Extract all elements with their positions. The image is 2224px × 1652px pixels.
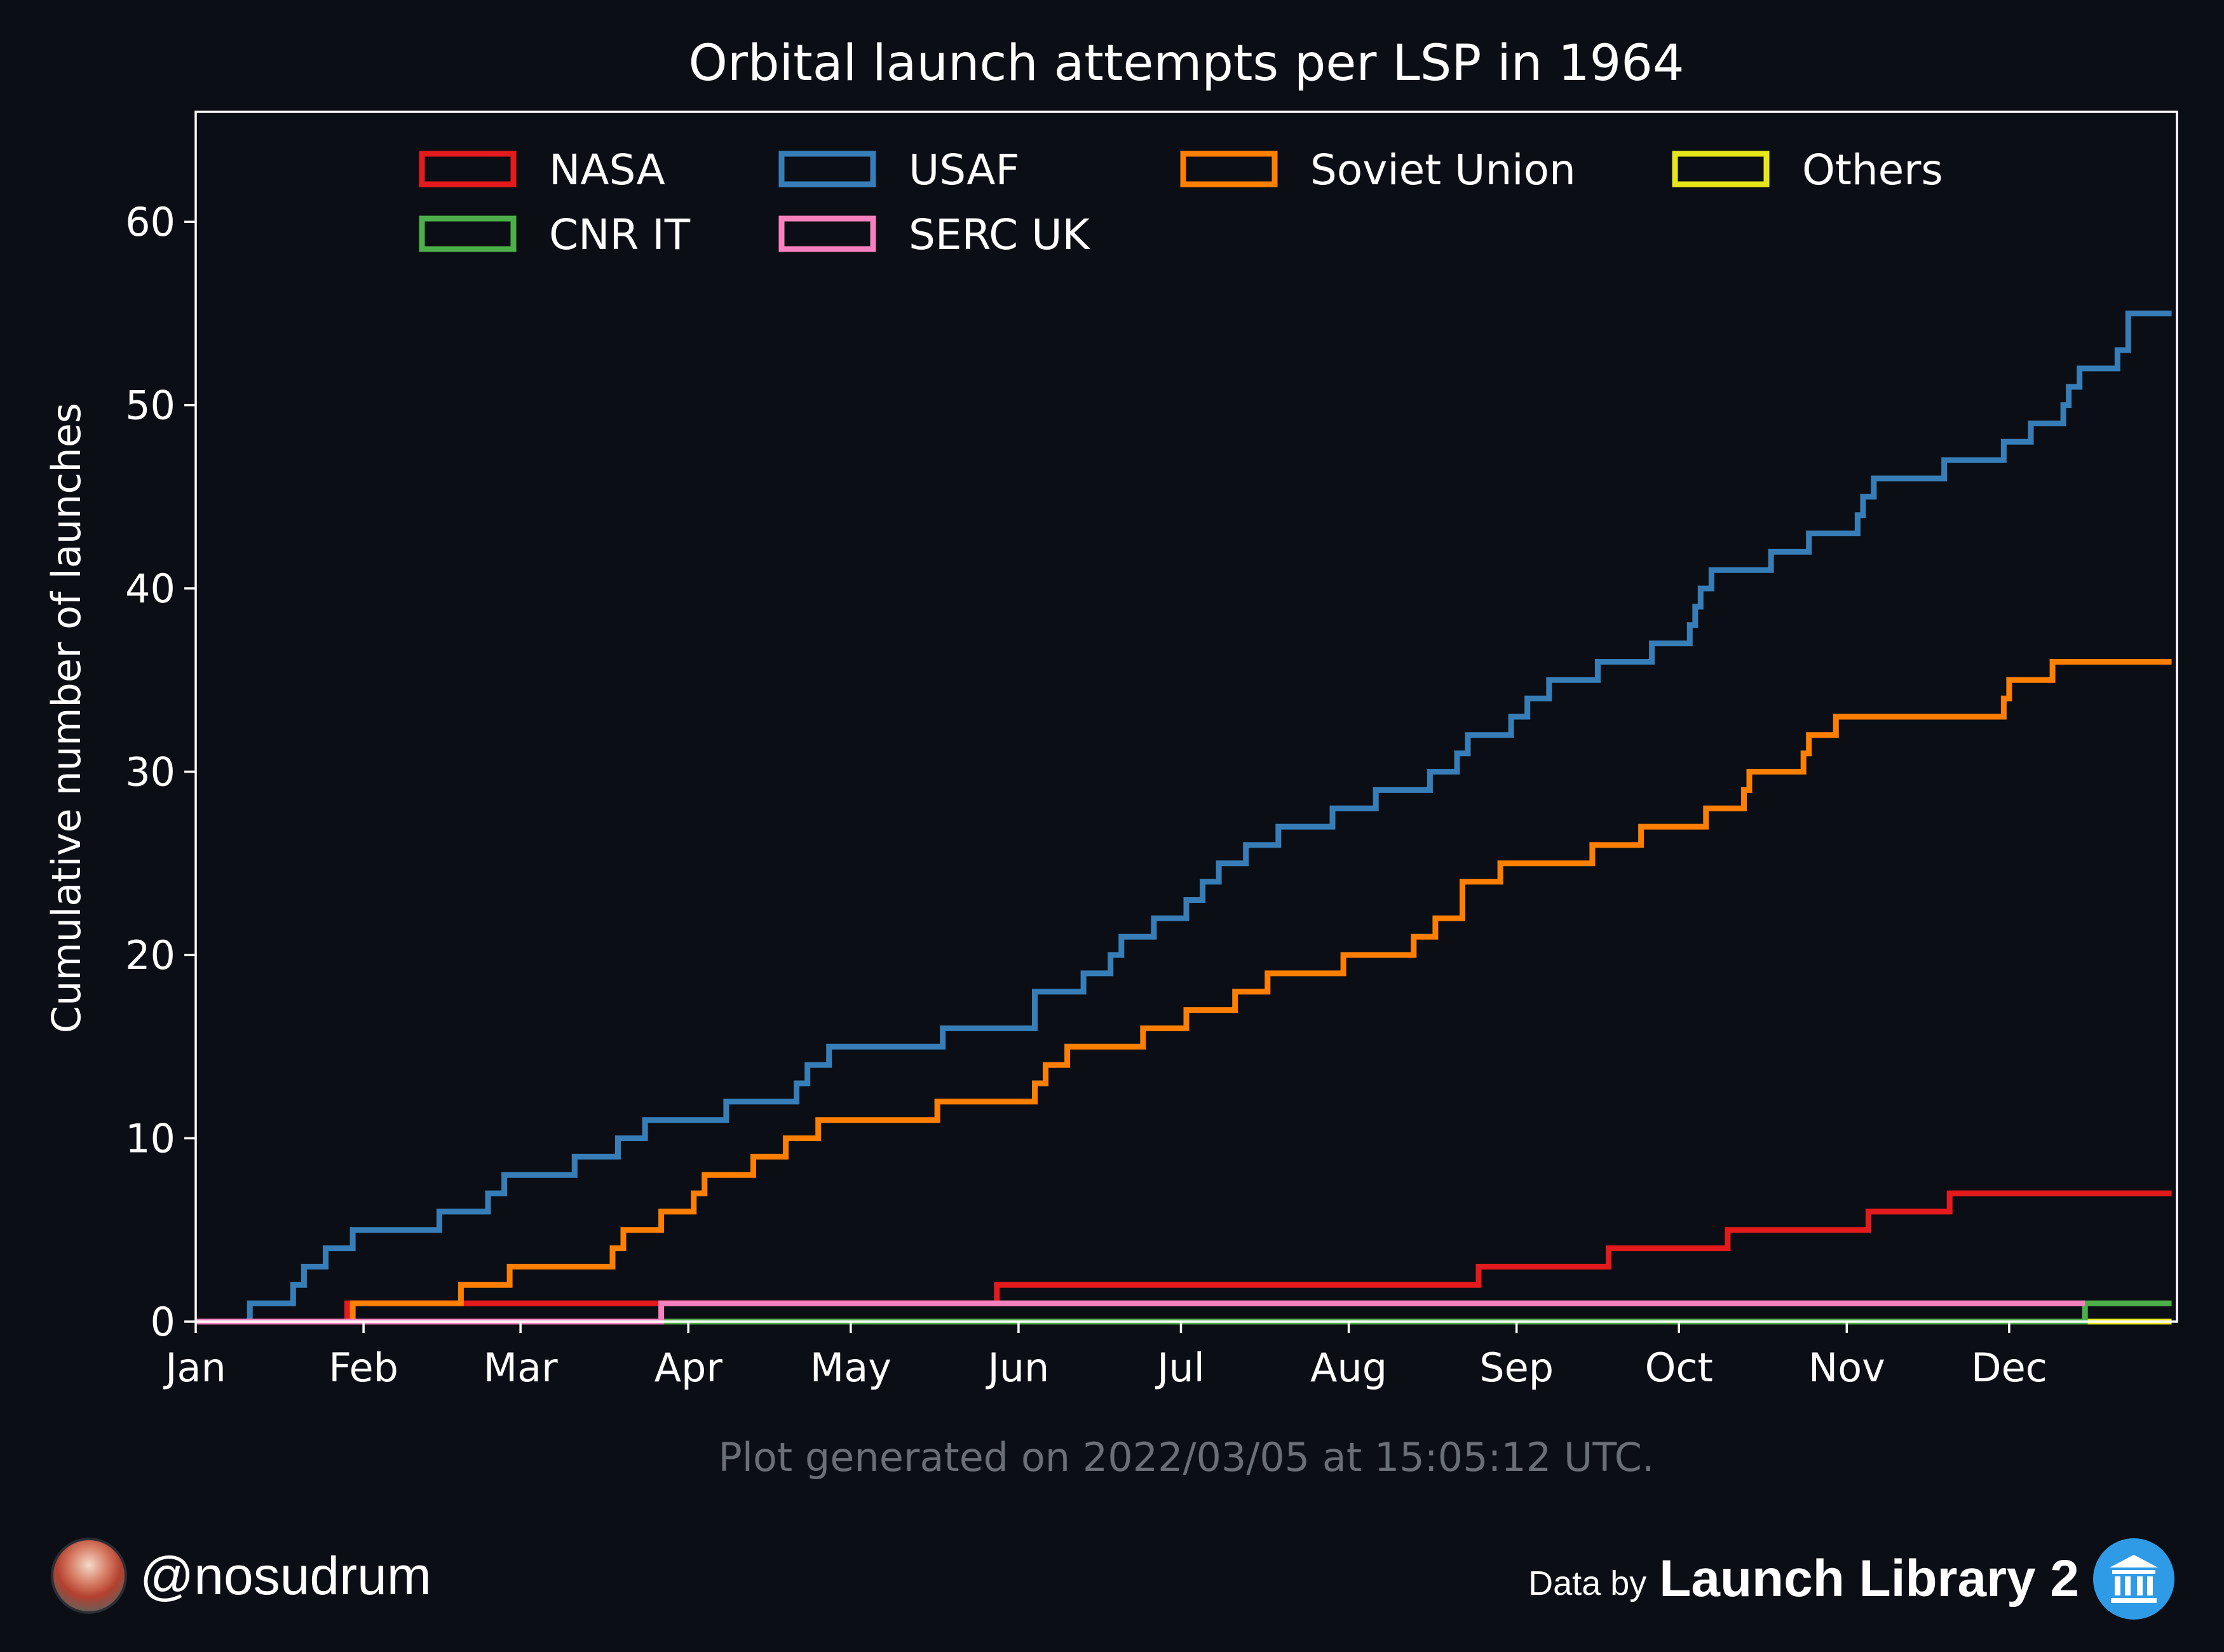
axes-layer: 0 10 20 30 40 50 60 Jan Feb Mar Apr May Jun Jul Aug Sep… — [125, 111, 2178, 1391]
plot-frame — [194, 111, 2178, 1323]
y-tick-label: 40 — [125, 565, 175, 612]
x-tick-label: Apr — [654, 1344, 723, 1391]
x-tick-label: Jan — [163, 1344, 226, 1391]
x-tick-label: Feb — [329, 1344, 398, 1391]
legend-item-usaf[interactable]: USAF — [778, 146, 1020, 194]
legend-swatch — [778, 151, 876, 187]
legend-item-cnr-it[interactable]: CNR IT — [419, 210, 691, 259]
x-tick-label: Aug — [1310, 1344, 1387, 1391]
legend-label: USAF — [909, 146, 1020, 194]
y-tick-label: 60 — [125, 199, 175, 245]
plot-caption: Plot generated on 2022/03/05 at 15:05:12… — [718, 1434, 1654, 1480]
y-tick-label: 20 — [125, 932, 175, 978]
legend-swatch — [1672, 151, 1770, 187]
legend-swatch — [1180, 151, 1278, 187]
source-block: Data by Launch Library 2 — [1528, 1538, 2174, 1620]
author-handle[interactable]: @nosudrum — [140, 1545, 431, 1606]
x-tick-label: Sep — [1479, 1344, 1554, 1391]
legend-label: Soviet Union — [1310, 146, 1576, 194]
y-tick-label: 10 — [125, 1116, 175, 1162]
x-tick-label: Oct — [1645, 1344, 1713, 1391]
chart-title: Orbital launch attempts per LSP in 1964 — [689, 35, 1685, 92]
series-layer — [196, 310, 2172, 1325]
series-line-usaf — [196, 310, 2172, 1325]
author-block: @nosudrum — [51, 1538, 431, 1614]
x-tick-label: Dec — [1971, 1344, 2047, 1391]
legend-item-others[interactable]: Others — [1672, 146, 1943, 194]
y-tick-label: 0 — [151, 1299, 175, 1345]
legend-label: Others — [1802, 146, 1943, 194]
y-tick-label: 30 — [125, 749, 175, 796]
legend-label: NASA — [549, 146, 665, 194]
x-tick-label: Nov — [1808, 1344, 1885, 1391]
legend-item-serc-uk[interactable]: SERC UK — [778, 210, 1091, 259]
legend-item-soviet-union[interactable]: Soviet Union — [1180, 146, 1576, 194]
legend-swatch — [778, 215, 876, 252]
y-axis-label: Cumulative number of launches — [43, 403, 90, 1033]
data-by-label: Data by — [1528, 1564, 1647, 1602]
legend-swatch — [419, 151, 517, 187]
x-tick-label: May — [810, 1344, 892, 1391]
library-building-icon — [2093, 1538, 2174, 1620]
legend-label: SERC UK — [909, 210, 1091, 259]
astronaut-avatar — [51, 1538, 127, 1614]
legend-label: CNR IT — [549, 210, 691, 259]
source-name[interactable]: Launch Library 2 — [1659, 1550, 2079, 1608]
legend: NASA USAF Soviet Union Others CNR IT SERC UK — [419, 146, 1943, 259]
legend-item-nasa[interactable]: NASA — [419, 146, 665, 194]
x-tick-label: Mar — [484, 1344, 558, 1391]
y-tick-label: 50 — [125, 383, 175, 429]
legend-swatch — [419, 215, 517, 252]
x-tick-label: Jul — [1155, 1344, 1205, 1391]
series-line-soviet-union — [196, 659, 2172, 1325]
x-tick-label: Jun — [985, 1344, 1049, 1391]
